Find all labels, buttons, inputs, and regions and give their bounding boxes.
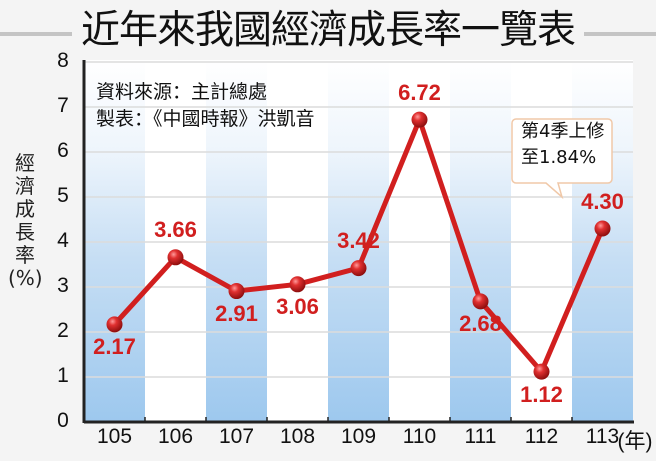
data-value-label: 3.42 bbox=[337, 228, 380, 254]
data-value-label: 2.91 bbox=[215, 301, 258, 327]
data-value-label: 2.68 bbox=[459, 311, 502, 337]
x-axis-ticks bbox=[144, 417, 573, 422]
y-tick-label: 2 bbox=[57, 319, 69, 342]
x-tick-label: 112 bbox=[524, 425, 559, 448]
y-tick-label: 8 bbox=[57, 49, 69, 72]
title-rule-right bbox=[584, 32, 656, 36]
column-band bbox=[206, 60, 267, 422]
column-band bbox=[572, 60, 633, 422]
source-line: 資料來源：主計總處 bbox=[96, 81, 268, 103]
data-value-label: 4.30 bbox=[581, 188, 624, 214]
data-point-marker bbox=[472, 293, 489, 310]
y-tick-label: 7 bbox=[57, 94, 69, 117]
x-tick-label: 106 bbox=[157, 425, 194, 448]
source-note: 資料來源：主計總處 製表：《中國時報》洪凱音 bbox=[96, 79, 315, 133]
x-tick-label: 108 bbox=[279, 425, 316, 448]
gridlines bbox=[84, 61, 633, 378]
callout-box bbox=[511, 118, 613, 200]
author-line: 製表：《中國時報》洪凱音 bbox=[96, 108, 315, 130]
data-point-marker bbox=[411, 111, 428, 128]
y-tick-label: 4 bbox=[57, 229, 69, 252]
plot-background bbox=[84, 60, 633, 422]
y-tick-label: 3 bbox=[57, 274, 69, 297]
title-bar: 近年來我國經濟成長率一覽表 bbox=[0, 0, 656, 62]
y-tick-label: 0 bbox=[57, 409, 69, 432]
x-tick-label: 111 bbox=[464, 425, 497, 448]
data-value-label: 2.17 bbox=[93, 334, 136, 360]
data-point-marker bbox=[533, 363, 550, 380]
column-band bbox=[84, 60, 145, 422]
x-unit-label: (年) bbox=[617, 430, 653, 453]
data-point-marker bbox=[167, 249, 184, 266]
data-value-label: 3.66 bbox=[154, 217, 197, 243]
callout-annotation: 第4季上修 至1.84% bbox=[521, 121, 605, 168]
x-tick-label: 110 bbox=[402, 425, 437, 448]
data-series bbox=[106, 111, 611, 380]
x-tick-label: 113 bbox=[585, 425, 620, 448]
data-point-marker bbox=[289, 276, 306, 293]
title-rule-left bbox=[0, 32, 72, 36]
chart-title: 近年來我國經濟成長率一覽表 bbox=[80, 8, 576, 53]
data-value-label: 3.06 bbox=[276, 294, 319, 320]
y-tick-label: 1 bbox=[57, 364, 69, 387]
data-point-marker bbox=[350, 260, 367, 277]
x-tick-label: 109 bbox=[340, 425, 377, 448]
x-tick-label: 107 bbox=[218, 425, 255, 448]
data-point-marker bbox=[228, 283, 245, 300]
data-point-marker bbox=[594, 220, 611, 237]
y-tick-label: 5 bbox=[57, 184, 69, 207]
column-band bbox=[328, 60, 389, 422]
y-axis-title: 經 濟 成 長 率 (%) bbox=[8, 151, 43, 290]
x-tick-label: 105 bbox=[96, 425, 133, 448]
data-value-label: 6.72 bbox=[398, 79, 441, 105]
data-value-label: 1.12 bbox=[520, 381, 563, 407]
y-tick-label: 6 bbox=[57, 139, 69, 162]
data-point-marker bbox=[106, 316, 123, 333]
